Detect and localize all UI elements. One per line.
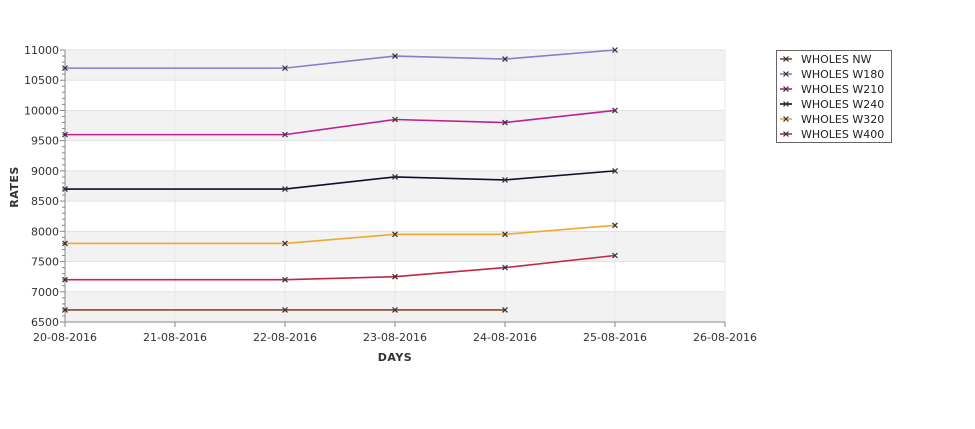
data-point	[612, 47, 618, 53]
data-point	[392, 273, 398, 280]
x-tick-label: 20-08-2016	[33, 331, 97, 344]
data-point	[62, 186, 68, 192]
y-tick-label: 8000	[31, 225, 59, 238]
y-tick-label: 9000	[31, 165, 59, 178]
y-tick-label: 11000	[24, 44, 59, 57]
x-tick-label: 23-08-2016	[363, 331, 427, 344]
y-tick-label: 8500	[31, 195, 59, 208]
x-axis-ticks: 20-08-2016 21-08-2016 22-08-2016 23-08-2016…	[33, 322, 757, 344]
data-point	[282, 240, 288, 247]
legend-label: WHOLES W240	[801, 98, 884, 111]
x-tick-label: 25-08-2016	[583, 331, 647, 344]
legend-marker	[783, 86, 789, 92]
x-tick-label: 24-08-2016	[473, 331, 537, 344]
data-point	[282, 131, 288, 138]
data-point	[392, 116, 398, 123]
data-point	[612, 167, 618, 174]
data-point	[612, 222, 618, 229]
data-point	[392, 306, 398, 313]
y-axis-ticks: 6500 7000 7500 8000 8500 9000 9500 10000 10500 11…	[24, 44, 65, 329]
data-point	[62, 131, 68, 138]
series-markers	[62, 47, 618, 313]
legend-label: WHOLES W320	[801, 113, 884, 126]
data-point	[502, 306, 508, 313]
data-point	[502, 264, 508, 271]
x-tick-label: 21-08-2016	[143, 331, 207, 344]
legend-label: WHOLES W210	[801, 83, 884, 96]
y-tick-label: 10000	[24, 104, 59, 117]
data-point	[62, 306, 68, 313]
data-point	[502, 56, 508, 62]
data-point	[62, 276, 68, 283]
data-point	[282, 186, 288, 192]
y-tick-label: 7000	[31, 286, 59, 299]
data-point	[502, 231, 508, 238]
legend-label: WHOLES NW	[801, 53, 872, 66]
data-point	[62, 65, 68, 72]
data-point	[612, 252, 618, 259]
x-axis-title: DAYS	[378, 351, 412, 364]
data-point	[502, 177, 508, 183]
data-point	[392, 53, 398, 59]
data-point	[392, 231, 398, 238]
y-tick-label: 6500	[31, 316, 59, 329]
legend-label: WHOLES W400	[801, 128, 884, 141]
legend: WHOLES NW WHOLES W180 WHOLES W210 WHOLES W2…	[776, 50, 892, 143]
data-point	[612, 107, 618, 114]
data-point	[282, 306, 288, 313]
legend-marker	[783, 131, 789, 137]
x-tick-label: 26-08-2016	[693, 331, 757, 344]
data-point	[62, 240, 68, 247]
legend-marker	[783, 56, 789, 62]
y-tick-label: 9500	[31, 135, 59, 148]
legend-marker	[783, 101, 789, 107]
data-point	[282, 65, 288, 72]
legend-marker	[783, 71, 789, 77]
data-point	[502, 119, 508, 126]
legend-marker	[783, 116, 789, 122]
data-point	[282, 276, 288, 283]
x-tick-label: 22-08-2016	[253, 331, 317, 344]
data-point	[392, 174, 398, 180]
y-axis-title: RATES	[8, 166, 21, 208]
y-tick-label: 10500	[24, 74, 59, 87]
legend-label: WHOLES W180	[801, 68, 884, 81]
y-tick-label: 7500	[31, 256, 59, 269]
legend-box	[776, 50, 892, 143]
